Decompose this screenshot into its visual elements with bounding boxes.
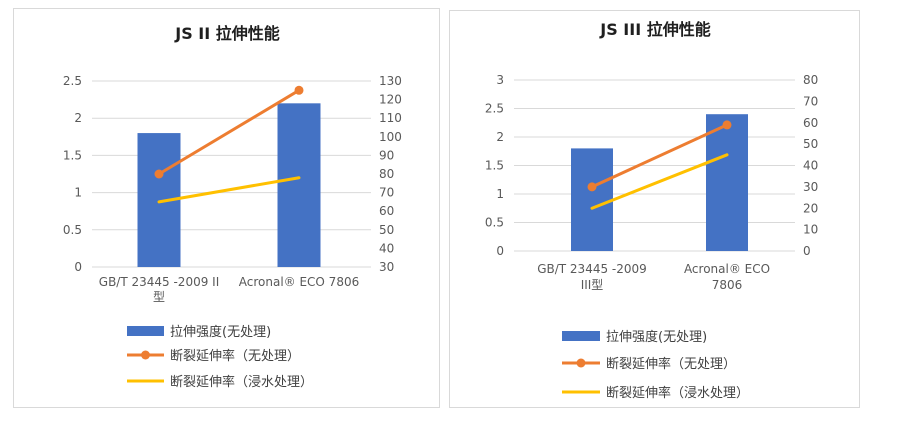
legend-swatch-marker: [141, 350, 150, 360]
x-category-label: III型: [581, 278, 604, 292]
chart-title: JS II 拉伸性能: [174, 24, 280, 43]
y-right-tick-label: 120: [379, 93, 402, 107]
y-left-tick-label: 2.5: [485, 102, 504, 116]
legend-label: 拉伸强度(无处理): [170, 324, 271, 340]
x-category-label: 型: [153, 290, 165, 304]
y-right-tick-label: 110: [379, 111, 402, 125]
y-right-tick-label: 30: [379, 260, 394, 274]
y-right-tick-label: 0: [803, 244, 811, 258]
line-point-1: [154, 169, 164, 179]
legend-label: 断裂延伸率（无处理）: [606, 356, 736, 372]
y-left-tick-label: 0.5: [485, 216, 504, 230]
y-right-tick-label: 40: [379, 241, 394, 255]
chart-js-ii: JS II 拉伸性能 0 0.5 1 1.5 2 2.5 30 40 50 60 70 80 90 100 1…: [63, 24, 402, 390]
legend-swatch-bar: [562, 331, 600, 341]
y-right-tick-label: 50: [803, 137, 818, 151]
y-right-tick-label: 60: [379, 204, 394, 218]
y-right-tick-label: 20: [803, 201, 818, 215]
y-right-tick-label: 80: [379, 167, 394, 181]
line-point-1: [587, 182, 597, 192]
bar-2: [706, 114, 748, 251]
series-line-1: [157, 88, 301, 176]
legend-label: 断裂延伸率（无处理）: [170, 348, 300, 364]
y-right-tick-label: 130: [379, 74, 402, 88]
x-category-label: Acronal® ECO: [684, 262, 770, 276]
bar-2: [277, 103, 321, 267]
legend-swatch-bar: [127, 326, 164, 336]
y-right-tick-label: 90: [379, 148, 394, 162]
chart-title: JS III 拉伸性能: [599, 20, 710, 39]
chart-js-iii: JS III 拉伸性能00.511.522.530102030405060708…: [485, 20, 818, 401]
legend-label: 断裂延伸率（浸水处理）: [170, 374, 313, 390]
y-right-tick-label: 100: [379, 130, 402, 144]
chart-panel-js-iii: JS III 拉伸性能 0 0.5 1 1.5 2 2.5 3 0 10 20 30 40 50 60 70 8…: [449, 10, 860, 408]
y-left-tick-label: 1.5: [63, 148, 82, 162]
y-right-tick-label: 70: [803, 94, 818, 108]
y-left-tick-label: 0.5: [63, 223, 82, 237]
x-category-label: GB/T 23445 -2009 II: [99, 275, 219, 289]
y-left-tick-label: 0: [74, 260, 82, 274]
y-right-tick-label: 50: [379, 223, 394, 237]
x-category-label: 7806: [712, 278, 743, 292]
y-left-tick-label: 2.5: [63, 74, 82, 88]
series-line-2: [157, 176, 301, 204]
y-left-tick-label: 1: [74, 186, 82, 200]
y-left-tick-label: 2: [74, 111, 82, 125]
chart-panel-js-ii: JS II 拉伸性能 0 0.5 1 1.5 2 2.5 30 40 50 60 70 80 90 100 1…: [13, 8, 440, 408]
y-left-tick-label: 1.5: [485, 159, 504, 173]
line-point-2: [294, 85, 304, 95]
legend-swatch-marker: [576, 358, 586, 368]
y-right-tick-label: 70: [379, 186, 394, 200]
line-point-2: [722, 120, 732, 130]
y-right-tick-label: 30: [803, 180, 818, 194]
y-left-tick-label: 3: [496, 73, 504, 87]
bar-1: [571, 148, 613, 251]
y-left-tick-label: 1: [496, 187, 504, 201]
series-line-2: [590, 153, 729, 210]
series-line-1: [590, 123, 729, 189]
y-left-tick-label: 2: [496, 130, 504, 144]
x-category-label: Acronal® ECO 7806: [239, 275, 359, 289]
y-left-tick-label: 0: [496, 244, 504, 258]
legend-label: 断裂延伸率（浸水处理）: [606, 385, 749, 401]
y-right-tick-label: 80: [803, 73, 818, 87]
y-right-tick-label: 10: [803, 223, 818, 237]
y-right-tick-label: 60: [803, 116, 818, 130]
x-category-label: GB/T 23445 -2009: [537, 262, 647, 276]
legend-label: 拉伸强度(无处理): [606, 329, 707, 345]
y-right-tick-label: 40: [803, 159, 818, 173]
